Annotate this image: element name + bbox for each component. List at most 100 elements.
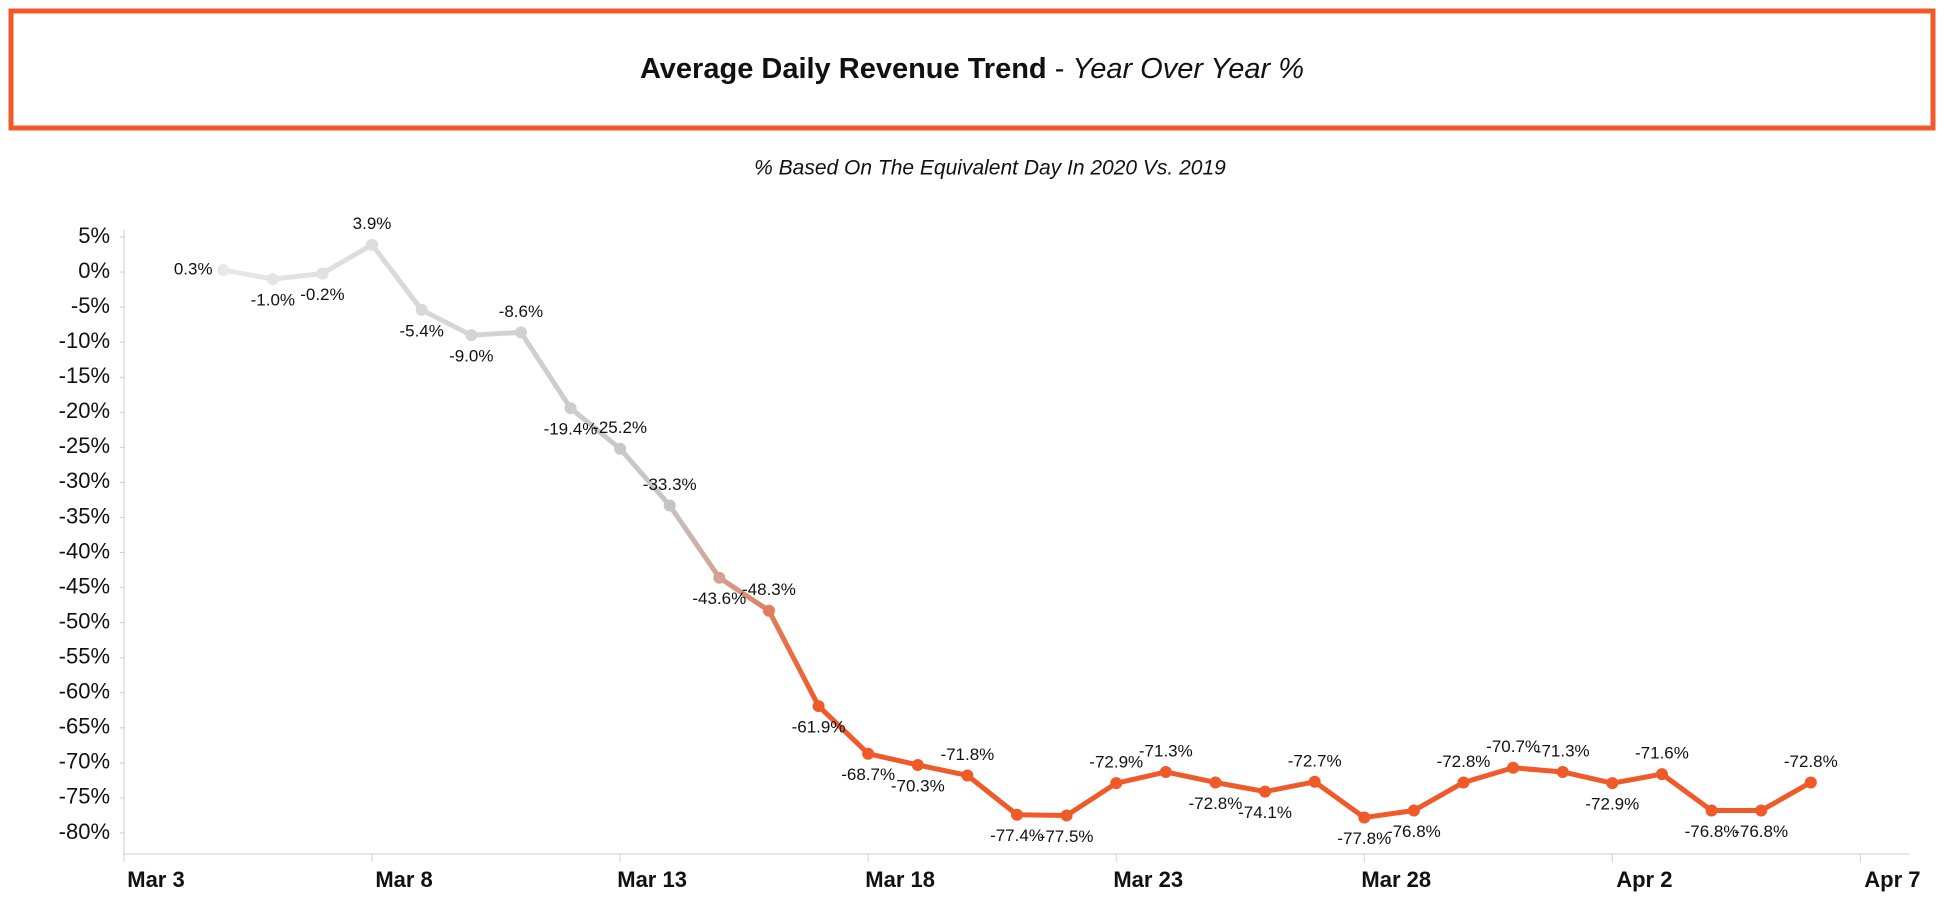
y-tick-label: -25% bbox=[59, 433, 110, 458]
x-tick-label: Mar 18 bbox=[865, 867, 935, 892]
point bbox=[415, 303, 428, 316]
data-label: -71.6% bbox=[1635, 744, 1689, 763]
point bbox=[1804, 776, 1817, 789]
data-label: -74.1% bbox=[1238, 803, 1292, 822]
data-label: 3.9% bbox=[353, 214, 392, 233]
y-tick-label: -70% bbox=[59, 749, 110, 774]
data-label: 0.3% bbox=[174, 259, 213, 278]
data-label: -61.9% bbox=[792, 718, 846, 737]
point bbox=[1259, 785, 1272, 798]
y-tick-label: -55% bbox=[59, 643, 110, 668]
point bbox=[961, 769, 974, 782]
data-label: -48.3% bbox=[742, 580, 796, 599]
data-label: -77.8% bbox=[1337, 829, 1391, 848]
data-label: -70.7% bbox=[1486, 737, 1540, 756]
point bbox=[1705, 804, 1718, 817]
y-tick-label: -45% bbox=[59, 573, 110, 598]
data-label: -19.4% bbox=[544, 420, 598, 439]
data-label: -72.9% bbox=[1089, 753, 1143, 772]
data-label: -77.5% bbox=[1040, 827, 1094, 846]
data-label: -0.2% bbox=[300, 285, 344, 304]
data-label: -76.8% bbox=[1387, 822, 1441, 841]
point bbox=[1457, 776, 1470, 789]
y-tick-label: -35% bbox=[59, 503, 110, 528]
y-tick-label: -40% bbox=[59, 538, 110, 563]
x-tick-label: Mar 13 bbox=[617, 867, 687, 892]
y-tick-label: -30% bbox=[59, 468, 110, 493]
point bbox=[514, 326, 527, 339]
point bbox=[862, 747, 875, 760]
data-label: -76.8% bbox=[1685, 822, 1739, 841]
point bbox=[465, 329, 478, 342]
title-box bbox=[8, 8, 1936, 131]
data-label: -72.8% bbox=[1189, 794, 1243, 813]
point bbox=[1606, 777, 1619, 790]
chart-title-line: Average Daily Revenue Trend - Year Over … bbox=[640, 53, 1304, 85]
y-tick-label: 0% bbox=[78, 258, 110, 283]
x-tick-label: Mar 3 bbox=[127, 867, 184, 892]
data-label: -1.0% bbox=[251, 291, 295, 310]
point bbox=[1011, 808, 1023, 821]
point bbox=[1556, 765, 1569, 778]
data-label: -72.8% bbox=[1784, 752, 1838, 771]
point bbox=[366, 238, 379, 251]
data-label: -71.3% bbox=[1139, 741, 1193, 760]
point bbox=[812, 700, 825, 713]
y-tick-label: -10% bbox=[59, 328, 110, 353]
point bbox=[663, 499, 676, 512]
y-tick-label: -5% bbox=[71, 293, 110, 318]
y-tick-label: 5% bbox=[78, 223, 110, 248]
x-tick-label: Mar 8 bbox=[375, 867, 432, 892]
data-label: -9.0% bbox=[449, 347, 493, 366]
point bbox=[564, 402, 577, 415]
data-label: -72.7% bbox=[1288, 751, 1342, 770]
data-label: -5.4% bbox=[399, 321, 443, 340]
title-separator: - bbox=[1055, 53, 1065, 85]
x-tick-label: Mar 28 bbox=[1361, 867, 1431, 892]
data-label: -33.3% bbox=[643, 475, 697, 494]
data-label: -70.3% bbox=[891, 776, 945, 795]
subtitle: % Based On The Equivalent Day In 2020 Vs… bbox=[754, 157, 1226, 180]
point bbox=[1655, 768, 1668, 781]
data-label: -71.3% bbox=[1536, 741, 1590, 760]
point bbox=[1110, 777, 1123, 790]
data-label: -72.9% bbox=[1585, 795, 1639, 814]
data-label: -68.7% bbox=[841, 765, 895, 784]
data-label: -25.2% bbox=[593, 418, 647, 437]
point bbox=[1159, 765, 1172, 778]
point bbox=[316, 267, 329, 280]
data-label: -71.8% bbox=[940, 745, 994, 764]
data-label: -8.6% bbox=[499, 302, 543, 321]
point bbox=[217, 263, 230, 276]
y-tick-label: -50% bbox=[59, 608, 110, 633]
data-label: -72.8% bbox=[1437, 752, 1491, 771]
point bbox=[1308, 775, 1321, 788]
y-tick-label: -75% bbox=[59, 784, 110, 809]
point bbox=[1507, 761, 1520, 774]
point bbox=[1209, 776, 1222, 789]
y-tick-label: -15% bbox=[59, 363, 110, 388]
point bbox=[1358, 811, 1371, 824]
point bbox=[1407, 804, 1420, 817]
chart-title: Average Daily Revenue Trend bbox=[640, 53, 1047, 85]
x-tick-label: Mar 23 bbox=[1113, 867, 1183, 892]
point bbox=[614, 442, 627, 455]
y-tick-label: -65% bbox=[59, 714, 110, 739]
y-tick-label: -20% bbox=[59, 398, 110, 423]
y-tick-label: -80% bbox=[59, 819, 110, 844]
data-label: -76.8% bbox=[1734, 822, 1788, 841]
x-tick-label: Apr 7 bbox=[1864, 867, 1920, 892]
point bbox=[266, 273, 279, 286]
x-tick-label: Apr 2 bbox=[1616, 867, 1672, 892]
point bbox=[762, 604, 775, 617]
y-tick-label: -60% bbox=[59, 679, 110, 704]
line bbox=[222, 242, 1813, 821]
point bbox=[713, 571, 726, 584]
point bbox=[911, 758, 924, 771]
title-suffix: Year Over Year % bbox=[1072, 53, 1304, 85]
data-label: -43.6% bbox=[692, 589, 746, 608]
data-label: -77.4% bbox=[990, 826, 1044, 845]
point bbox=[1755, 804, 1768, 817]
